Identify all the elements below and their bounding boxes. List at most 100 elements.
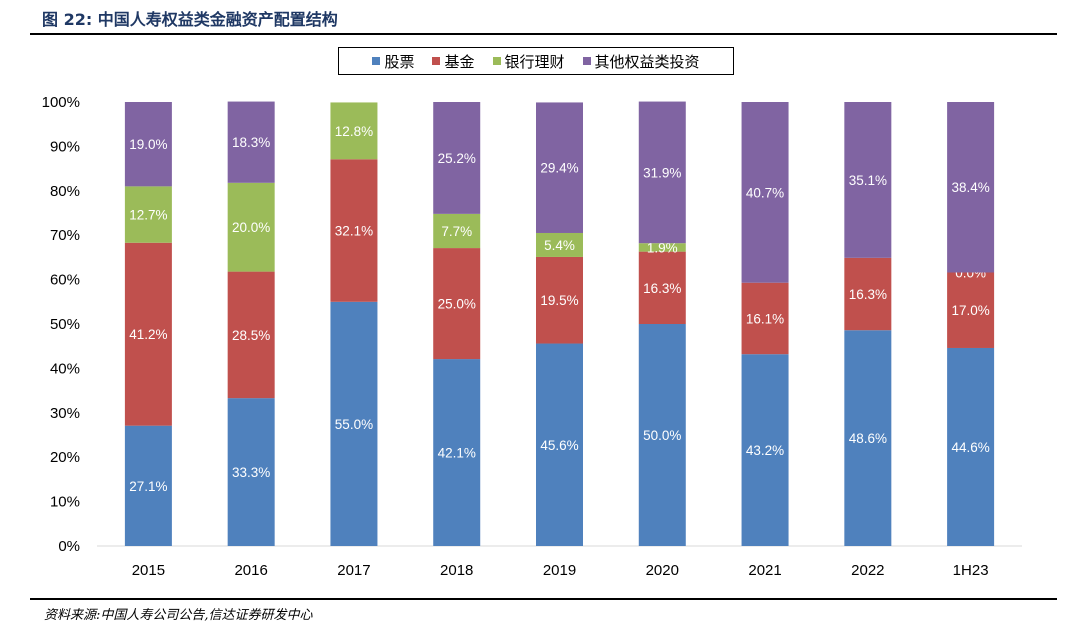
y-tick-label: 70% — [50, 227, 80, 244]
bar-segment — [227, 182, 275, 272]
legend-label-wealth-mgmt: 银行理财 — [504, 52, 565, 71]
chart-legend: 股票 基金 银行理财 其他权益类投资 — [338, 47, 734, 75]
legend-item-stocks: 股票 — [372, 51, 414, 72]
source-note: 资料来源:中国人寿公司公告,信达证券研发中心 — [44, 608, 313, 623]
bar-segment — [330, 301, 378, 546]
bar-segment — [638, 251, 686, 324]
x-tick-label: 2020 — [646, 562, 679, 579]
y-tick-label: 90% — [50, 138, 80, 155]
data-label: 19.5% — [540, 293, 578, 308]
data-label: 43.2% — [746, 443, 784, 458]
data-label: 25.0% — [438, 297, 476, 312]
data-label: 12.8% — [335, 124, 373, 139]
bar-segment — [227, 271, 275, 399]
data-label: 28.5% — [232, 328, 270, 343]
bar-segment — [536, 343, 583, 546]
legend-label-funds: 基金 — [444, 52, 475, 71]
bar-segment — [124, 186, 172, 243]
bar-segment — [227, 101, 275, 183]
bar-segment — [433, 102, 481, 214]
bar-segment — [330, 159, 378, 302]
source-divider — [30, 598, 1057, 600]
x-tick-label: 1H23 — [953, 562, 989, 579]
bar-segment — [947, 272, 995, 348]
data-label: 33.3% — [232, 465, 270, 480]
data-label: 55.0% — [335, 417, 373, 432]
y-tick-label: 0% — [58, 538, 80, 555]
bar-segment — [227, 398, 275, 546]
data-label: 48.6% — [849, 431, 887, 446]
bar-segment — [536, 232, 583, 257]
bar-segment — [536, 102, 583, 233]
data-label: 20.0% — [232, 220, 270, 235]
data-label: 45.6% — [540, 438, 578, 453]
data-label: 50.0% — [643, 428, 681, 443]
legend-label-stocks: 股票 — [384, 52, 415, 71]
data-label: 16.3% — [643, 281, 681, 296]
bar-segment — [638, 101, 686, 244]
data-label: 25.2% — [438, 151, 476, 166]
bar-segment — [947, 102, 995, 273]
data-label: 29.4% — [540, 161, 578, 176]
legend-swatch-stocks — [372, 57, 381, 65]
y-tick-label: 100% — [42, 94, 80, 111]
data-label: 5.4% — [544, 238, 575, 253]
bar-segment — [844, 102, 892, 258]
legend-item-wealth-mgmt: 银行理财 — [492, 51, 565, 72]
legend-swatch-other-equity — [582, 57, 591, 65]
x-tick-label: 2015 — [132, 562, 165, 579]
data-label: 18.3% — [232, 135, 270, 150]
bar-segment — [124, 242, 172, 426]
legend-swatch-wealth-mgmt — [492, 57, 501, 65]
y-tick-label: 30% — [50, 405, 80, 422]
bar-segment — [638, 243, 686, 252]
legend-swatch-funds — [432, 57, 441, 65]
x-tick-label: 2021 — [748, 562, 781, 579]
y-tick-label: 40% — [50, 360, 80, 377]
bar-segment — [741, 102, 789, 283]
data-label: 16.1% — [746, 311, 784, 326]
bar-segment — [741, 354, 789, 546]
bar-segment — [741, 282, 789, 355]
y-tick-label: 50% — [50, 316, 80, 333]
y-tick-label: 10% — [50, 494, 80, 511]
x-tick-label: 2016 — [234, 562, 267, 579]
legend-item-funds: 基金 — [432, 51, 475, 72]
data-label: 31.9% — [643, 165, 681, 180]
data-label: 41.2% — [129, 327, 167, 342]
data-label: 12.7% — [129, 208, 167, 223]
data-label: 32.1% — [335, 224, 373, 239]
bar-segment — [330, 102, 378, 160]
data-label: 35.1% — [849, 173, 887, 188]
data-label: 17.0% — [951, 303, 989, 318]
legend-item-other-equity: 其他权益类投资 — [582, 51, 700, 72]
data-label: 27.1% — [129, 479, 167, 494]
data-label: 44.6% — [951, 440, 989, 455]
data-label: 1.9% — [647, 240, 678, 255]
data-label: 7.7% — [441, 224, 472, 239]
x-tick-label: 2019 — [543, 562, 576, 579]
y-tick-label: 60% — [50, 272, 80, 289]
data-label: 40.7% — [746, 185, 784, 200]
x-tick-label: 2018 — [440, 562, 473, 579]
data-label: 42.1% — [438, 446, 476, 461]
bar-segment — [536, 256, 583, 344]
bar-segment — [124, 102, 172, 187]
bar-segment — [433, 213, 481, 249]
bar-segment — [638, 324, 686, 546]
data-label: 16.3% — [849, 287, 887, 302]
y-tick-label: 80% — [50, 183, 80, 200]
legend-label-other-equity: 其他权益类投资 — [594, 52, 700, 71]
bar-segment — [124, 425, 172, 546]
data-label: 38.4% — [951, 180, 989, 195]
x-tick-label: 2017 — [337, 562, 370, 579]
bar-segment — [433, 248, 481, 360]
x-tick-label: 2022 — [851, 562, 884, 579]
bar-segment — [433, 359, 481, 546]
bar-segment — [844, 330, 892, 546]
y-tick-label: 20% — [50, 449, 80, 466]
figure-title: 图 22: 中国人寿权益类金融资产配置结构 — [42, 10, 338, 29]
data-label: 19.0% — [129, 137, 167, 152]
bar-segment — [844, 257, 892, 331]
